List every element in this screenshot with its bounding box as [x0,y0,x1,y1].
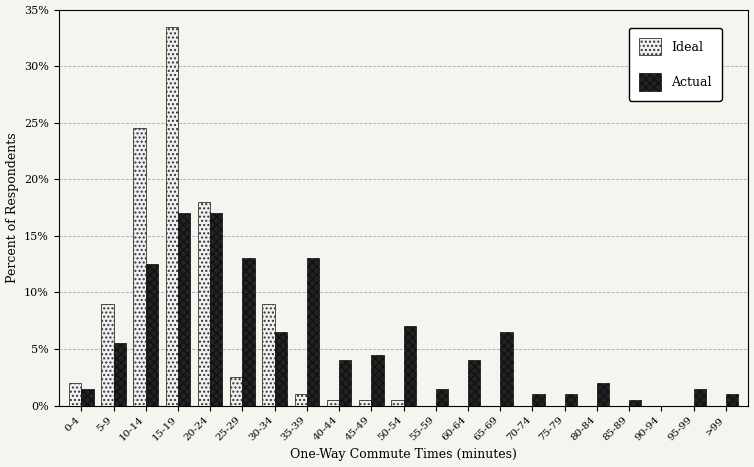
Bar [198,202,210,406]
Bar [565,394,577,406]
Bar [391,400,403,406]
Y-axis label: Percent of Respondents: Percent of Respondents [5,132,19,283]
Bar [436,389,448,406]
Bar [359,400,372,406]
Bar [597,383,609,406]
Bar [69,383,81,406]
Bar [500,332,513,406]
Bar [166,27,178,406]
Bar [210,213,222,406]
Bar [274,332,287,406]
Bar [295,394,307,406]
Bar [243,259,255,406]
Legend: Ideal, Actual: Ideal, Actual [629,28,722,100]
Bar [468,361,480,406]
Bar [178,213,190,406]
Bar [726,394,738,406]
Bar [327,400,339,406]
Bar [230,377,243,406]
Bar [694,389,706,406]
Bar [101,304,114,406]
Bar [403,326,415,406]
Bar [133,128,146,406]
X-axis label: One-Way Commute Times (minutes): One-Way Commute Times (minutes) [290,448,517,461]
Bar [146,264,158,406]
Bar [81,389,93,406]
Bar [532,394,544,406]
Bar [629,400,642,406]
Bar [372,354,384,406]
Bar [262,304,274,406]
Bar [114,343,126,406]
Bar [307,259,319,406]
Bar [339,361,351,406]
